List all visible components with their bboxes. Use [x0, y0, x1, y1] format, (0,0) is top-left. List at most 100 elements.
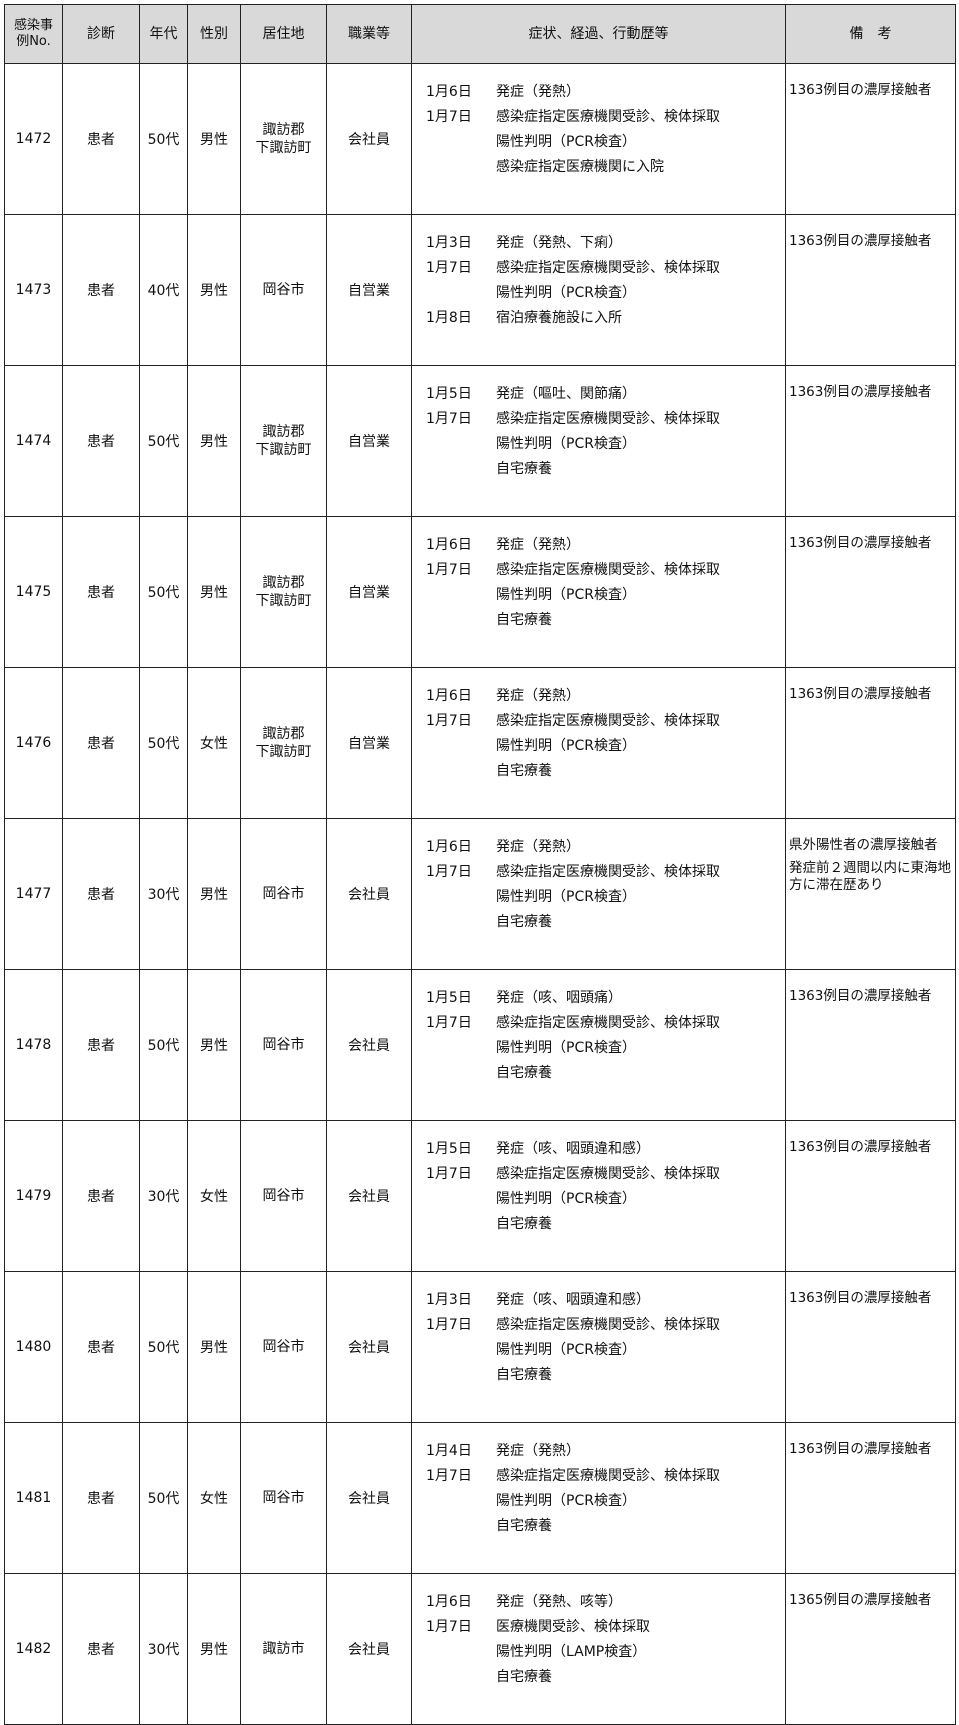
course-text: 発症（咳、咽頭痛） — [496, 990, 622, 1006]
residence: 諏訪郡 下諏訪町 — [240, 516, 327, 668]
remarks-cell: 1363例目の濃厚接触者 — [785, 969, 956, 1121]
case-number: 1479 — [4, 1120, 63, 1272]
sex: 男性 — [187, 214, 241, 366]
course-cell: 1月3日 発症（発熱、下痢） 1月7日 感染症指定医療機関受診、検体採取 陽性判明（PC… — [411, 214, 786, 366]
sex: 男性 — [187, 969, 241, 1121]
sex: 女性 — [187, 1120, 241, 1272]
diagnosis: 患者 — [62, 1573, 140, 1725]
residence: 岡谷市 — [240, 818, 327, 970]
course-date: 1月6日 — [426, 84, 472, 100]
course-text: 発症（発熱、下痢） — [496, 235, 622, 251]
residence-line: 諏訪郡 — [262, 726, 305, 742]
course-text: 陽性判明（PCR検査） — [496, 134, 636, 150]
case-number: 1475 — [4, 516, 63, 668]
course-date — [426, 1061, 496, 1086]
case-number: 1478 — [4, 969, 63, 1121]
course-date — [426, 759, 496, 784]
course-date — [426, 910, 496, 935]
remark-text: 1363例目の濃厚接触者 — [789, 535, 932, 551]
course-cell: 1月6日 発症（発熱） 1月7日 感染症指定医療機関受診、検体採取 陽性判明（PCR検査… — [411, 516, 786, 668]
course-date — [426, 130, 496, 155]
course-entry: 1月7日 感染症指定医療機関受診、検体採取 — [426, 1162, 785, 1187]
occupation: 会社員 — [326, 969, 412, 1121]
residence: 岡谷市 — [240, 969, 327, 1121]
residence-line: 岡谷市 — [262, 1339, 305, 1355]
residence: 岡谷市 — [240, 1120, 327, 1272]
table-row: 1475 患者 50代 男性 諏訪郡 下諏訪町 自営業 1月6日 発症（発熱） 1月7日 感染症指定… — [4, 516, 956, 668]
course-text: 発症（発熱） — [496, 839, 580, 855]
case-number: 1480 — [4, 1271, 63, 1423]
occupation: 会社員 — [326, 1573, 412, 1725]
remark-text: 1363例目の濃厚接触者 — [789, 686, 932, 702]
residence-line: 下諏訪町 — [255, 442, 312, 458]
remarks-cell: 1363例目の濃厚接触者 — [785, 516, 956, 668]
remarks-cell: 1365例目の濃厚接触者 — [785, 1573, 956, 1725]
course-entry: 陽性判明（PCR検査） — [426, 432, 785, 457]
sex: 男性 — [187, 1573, 241, 1725]
remarks-cell: 1363例目の濃厚接触者 — [785, 365, 956, 517]
diagnosis: 患者 — [62, 63, 140, 215]
header-row: 感染事例No. 診断 年代 性別 居住地 職業等 症状、経過、行動歴等 備 考 — [4, 4, 956, 64]
residence-line: 岡谷市 — [262, 1490, 305, 1506]
course-entry: 1月6日 発症（発熱） — [426, 835, 785, 860]
course-entry: 自宅療養 — [426, 457, 785, 482]
course-date: 1月7日 — [426, 1468, 472, 1484]
course-entry: 陽性判明（PCR検査） — [426, 130, 785, 155]
case-number: 1472 — [4, 63, 63, 215]
residence-line: 下諏訪町 — [255, 744, 312, 760]
table-row: 1482 患者 30代 男性 諏訪市 会社員 1月6日 発症（発熱、咳等） 1月7日 医療機関受診… — [4, 1573, 956, 1725]
header-diagnosis: 診断 — [62, 4, 140, 64]
course-date: 1月5日 — [426, 386, 472, 402]
course-text: 自宅療養 — [496, 461, 552, 477]
course-date — [426, 608, 496, 633]
course-text: 陽性判明（PCR検査） — [496, 738, 636, 754]
course-date — [426, 1363, 496, 1388]
course-entry: 自宅療養 — [426, 1061, 785, 1086]
course-entry: 1月5日 発症（咳、咽頭違和感） — [426, 1137, 785, 1162]
course-cell: 1月3日 発症（咳、咽頭違和感） 1月7日 感染症指定医療機関受診、検体採取 陽性判明（… — [411, 1271, 786, 1423]
course-text: 自宅療養 — [496, 612, 552, 628]
course-entry: 1月7日 感染症指定医療機関受診、検体採取 — [426, 709, 785, 734]
course-date: 1月7日 — [426, 562, 472, 578]
residence: 岡谷市 — [240, 1422, 327, 1574]
sex: 男性 — [187, 1271, 241, 1423]
course-date — [426, 1338, 496, 1363]
age-group: 50代 — [139, 667, 188, 819]
table-row: 1480 患者 50代 男性 岡谷市 会社員 1月3日 発症（咳、咽頭違和感） 1月7日 感染症指… — [4, 1271, 956, 1423]
course-text: 感染症指定医療機関受診、検体採取 — [496, 713, 720, 729]
course-date: 1月7日 — [426, 411, 472, 427]
course-date — [426, 1489, 496, 1514]
course-entry: 感染症指定医療機関に入院 — [426, 155, 785, 180]
course-entry: 陽性判明（PCR検査） — [426, 1489, 785, 1514]
course-date: 1月6日 — [426, 537, 472, 553]
course-date — [426, 1514, 496, 1539]
course-entry: 1月6日 発症（発熱） — [426, 684, 785, 709]
course-text: 発症（咳、咽頭違和感） — [496, 1292, 650, 1308]
course-entry: 1月7日 感染症指定医療機関受診、検体採取 — [426, 256, 785, 281]
residence-line: 下諏訪町 — [255, 140, 312, 156]
course-date: 1月7日 — [426, 1015, 472, 1031]
course-entry: 陽性判明（PCR検査） — [426, 885, 785, 910]
course-entry: 自宅療養 — [426, 759, 785, 784]
course-entry: 1月5日 発症（嘔吐、関節痛） — [426, 382, 785, 407]
header-sex: 性別 — [187, 4, 241, 64]
sex: 女性 — [187, 667, 241, 819]
residence-line: 諏訪郡 — [262, 122, 305, 138]
course-cell: 1月6日 発症（発熱） 1月7日 感染症指定医療機関受診、検体採取 陽性判明（PCR検査… — [411, 63, 786, 215]
course-entry: 陽性判明（PCR検査） — [426, 1036, 785, 1061]
sex: 女性 — [187, 1422, 241, 1574]
diagnosis: 患者 — [62, 214, 140, 366]
course-entry: 1月7日 感染症指定医療機関受診、検体採取 — [426, 860, 785, 885]
course-text: 陽性判明（PCR検査） — [496, 889, 636, 905]
course-entry: 陽性判明（PCR検査） — [426, 281, 785, 306]
course-date: 1月3日 — [426, 235, 472, 251]
header-course: 症状、経過、行動歴等 — [411, 4, 786, 64]
sex: 男性 — [187, 365, 241, 517]
course-date: 1月3日 — [426, 1292, 472, 1308]
course-text: 自宅療養 — [496, 763, 552, 779]
remarks-cell: 1363例目の濃厚接触者 — [785, 63, 956, 215]
age-group: 50代 — [139, 365, 188, 517]
sex: 男性 — [187, 516, 241, 668]
remark-text: 1363例目の濃厚接触者 — [789, 1441, 932, 1457]
diagnosis: 患者 — [62, 516, 140, 668]
